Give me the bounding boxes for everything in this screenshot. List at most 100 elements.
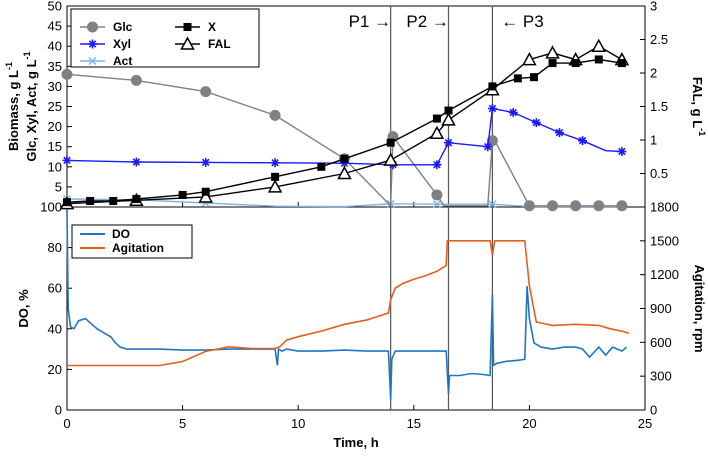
top-y-tick-label: 5 [55,179,62,194]
marker-fal [337,165,352,180]
bottom-y2-tick-label: 1500 [650,233,679,248]
top-y-tick-label: 10 [48,159,62,174]
marker-xyl [508,108,518,118]
marker-xyl [617,147,627,157]
bottom-y2-tick-label: 600 [650,335,672,350]
marker-x [488,82,497,91]
marker-x [317,162,326,171]
top-y2-axis-label-exp: -1 [697,128,707,136]
legend-label-act: Act [113,54,132,68]
bottom-y2-tick-label: 900 [650,301,672,316]
marker-glc [61,68,73,80]
marker-x [513,74,522,83]
legend-label-xyl: Xyl [113,37,131,51]
marker-x [63,198,71,207]
marker-x [109,196,118,205]
top-y-axis-sublabel-text: Glc, Xyl, Act, g L [24,59,39,161]
bottom-y-tick-label: 40 [48,321,62,336]
bottom-y-tick-label: 100 [40,200,62,215]
marker-x [548,59,557,68]
bottom-y2-axis-label: Agitation, rpm [692,264,707,352]
marker-x [201,187,210,196]
top-y2-tick-label: 1.5 [650,99,668,114]
marker-x [530,73,539,82]
bottom-y2-tick-label: 1200 [650,267,679,282]
marker-act [488,200,497,209]
marker-fal [383,152,398,166]
bottom-y-tick-label: 20 [48,362,62,377]
top-y-axis-label: Biomass, g L-1 [4,62,21,151]
marker-fal [198,189,213,203]
marker-fal [441,112,456,126]
marker-glc [486,135,498,147]
legend-marker-fal [180,36,195,50]
legend-marker-xyl [88,39,97,49]
top-legend-box [70,8,260,68]
marker-x [340,154,349,163]
bottom-y2-tick-label: 0 [650,403,657,418]
marker-glc [616,200,628,212]
marker-x [386,138,395,147]
bottom-y-tick-label: 60 [48,281,62,296]
top-y-tick-label: 15 [48,139,62,154]
bottom-y2-tick-label: 300 [650,369,672,384]
marker-x [432,114,441,123]
top-y-tick-label: 25 [48,99,62,114]
x-tick-label: 5 [179,416,186,431]
marker-xyl [339,158,349,168]
marker-x [271,172,280,181]
marker-xyl [531,118,541,128]
top-y-tick-label: 35 [48,59,62,74]
marker-x [617,59,626,68]
marker-xyl [483,142,493,152]
phase-label: P2 → [406,12,449,31]
top-y2-tick-label: 3 [650,0,657,14]
marker-xyl [578,136,588,146]
top-y2-tick-label: 2.5 [650,32,668,47]
top-y2-tick-label: 1 [650,133,657,148]
marker-act [432,200,441,209]
marker-fal [267,179,283,193]
marker-fal [429,125,445,140]
marker-x [594,55,603,64]
marker-glc [593,200,605,212]
marker-glc [130,74,142,86]
x-tick-label: 20 [522,416,536,431]
bottom-legend-box [71,224,193,259]
marker-xyl [554,128,564,138]
top-y2-axis-label: FAL, g L-1 [690,77,707,136]
x-tick-label: 15 [407,416,421,431]
marker-glc [547,200,559,212]
bottom-y2-tick-label: 1800 [650,200,679,215]
marker-x [132,194,141,203]
legend-marker-act [88,57,97,65]
x-tick-label: 10 [291,416,305,431]
marker-xyl [62,155,72,165]
top-y-axis-label-exp: -1 [4,62,14,70]
marker-x [444,106,453,115]
series-line-glc [66,73,622,208]
marker-xyl [443,138,453,148]
top-y2-axis-label-text: FAL, g L [690,77,705,128]
x-tick-label: 0 [63,416,70,431]
series-line-agitation [67,240,630,367]
x-axis-label: Time, h [333,435,378,450]
marker-fal [545,45,560,59]
phase-label: ← P3 [501,12,544,31]
bottom-y-tick-label: 80 [48,240,62,255]
marker-x [86,196,95,205]
marker-xyl [201,157,211,167]
marker-x [178,190,187,199]
legend-marker-x [183,23,192,31]
marker-x [571,59,580,68]
series-line-xyl [66,107,622,166]
marker-xyl [432,160,442,170]
legend-label-glc: Glc [113,20,133,34]
legend-marker-glc [87,21,98,33]
bottom-y-axis-label: DO, % [16,289,31,328]
x-tick-label: 25 [638,416,652,431]
series-line-x [66,58,623,203]
top-y2-tick-label: 0.5 [650,166,668,181]
